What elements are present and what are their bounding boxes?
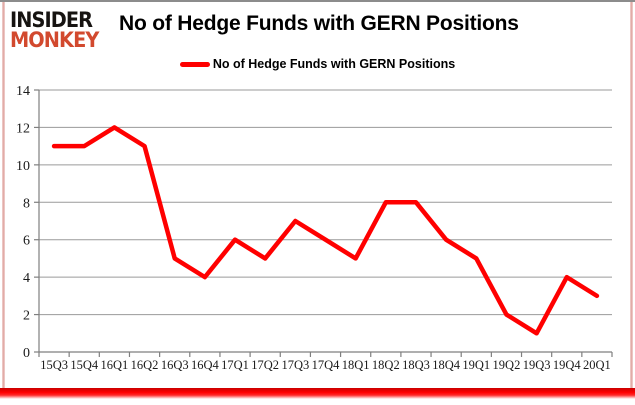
- x-tick-label: 17Q3: [281, 358, 309, 372]
- y-tick-label: 10: [16, 159, 30, 174]
- x-tick-label: 17Q1: [221, 358, 249, 372]
- frame-top-border: [0, 0, 635, 2]
- x-tick-label: 19Q4: [553, 358, 582, 372]
- x-tick-label: 19Q1: [462, 358, 490, 372]
- x-tick-label: 16Q1: [101, 358, 129, 372]
- x-tick-label: 18Q1: [342, 358, 370, 372]
- y-tick-label: 12: [16, 121, 30, 136]
- x-tick-label: 18Q2: [372, 358, 400, 372]
- x-axis-labels: 15Q3 15Q4 16Q1 16Q2 16Q3 16Q4 17Q1 17Q2 17Q3 17Q4…: [40, 358, 611, 372]
- frame-right-border: [630, 2, 633, 389]
- legend-series-label: No of Hedge Funds with GERN Positions: [212, 57, 456, 71]
- logo-word-insider: INSIDER: [10, 8, 93, 32]
- x-tick-label: 17Q4: [312, 358, 341, 372]
- gridlines: [39, 89, 612, 316]
- y-tick-label: 6: [23, 234, 30, 249]
- x-tick-label: 18Q3: [402, 358, 430, 372]
- frame-bottom-red-band: [0, 388, 635, 399]
- logo-word-monkey: MONKEY: [10, 28, 99, 52]
- x-tick-label: 19Q2: [493, 358, 521, 372]
- legend-line-swatch: [179, 61, 210, 67]
- y-tick-label: 14: [16, 84, 30, 99]
- x-tick-label: 19Q3: [523, 358, 551, 372]
- x-tick-label: 16Q2: [131, 358, 159, 372]
- axes: [38, 90, 612, 353]
- series-line: [51, 125, 600, 336]
- y-tick-label: 0: [23, 346, 30, 361]
- frame-left-border: [2, 2, 5, 389]
- tick-marks: [34, 89, 613, 357]
- y-axis-labels: 0 2 4 6 8 10 12 14: [16, 84, 30, 361]
- chart-title: No of Hedge Funds with GERN Positions: [119, 12, 519, 35]
- x-tick-label: 15Q4: [70, 358, 99, 372]
- x-tick-label: 20Q1: [583, 358, 611, 372]
- y-tick-label: 2: [23, 309, 30, 324]
- y-tick-label: 4: [23, 271, 30, 286]
- series-polyline: [51, 125, 600, 336]
- x-tick-label: 17Q2: [251, 358, 279, 372]
- x-tick-label: 15Q3: [40, 358, 68, 372]
- chart-legend: No of Hedge Funds with GERN Positions: [0, 57, 635, 71]
- insider-monkey-logo: INSIDER MONKEY: [10, 9, 109, 51]
- y-tick-label: 8: [23, 196, 30, 211]
- x-tick-label: 16Q3: [161, 358, 189, 372]
- x-tick-label: 16Q4: [191, 358, 220, 372]
- x-tick-label: 18Q4: [432, 358, 461, 372]
